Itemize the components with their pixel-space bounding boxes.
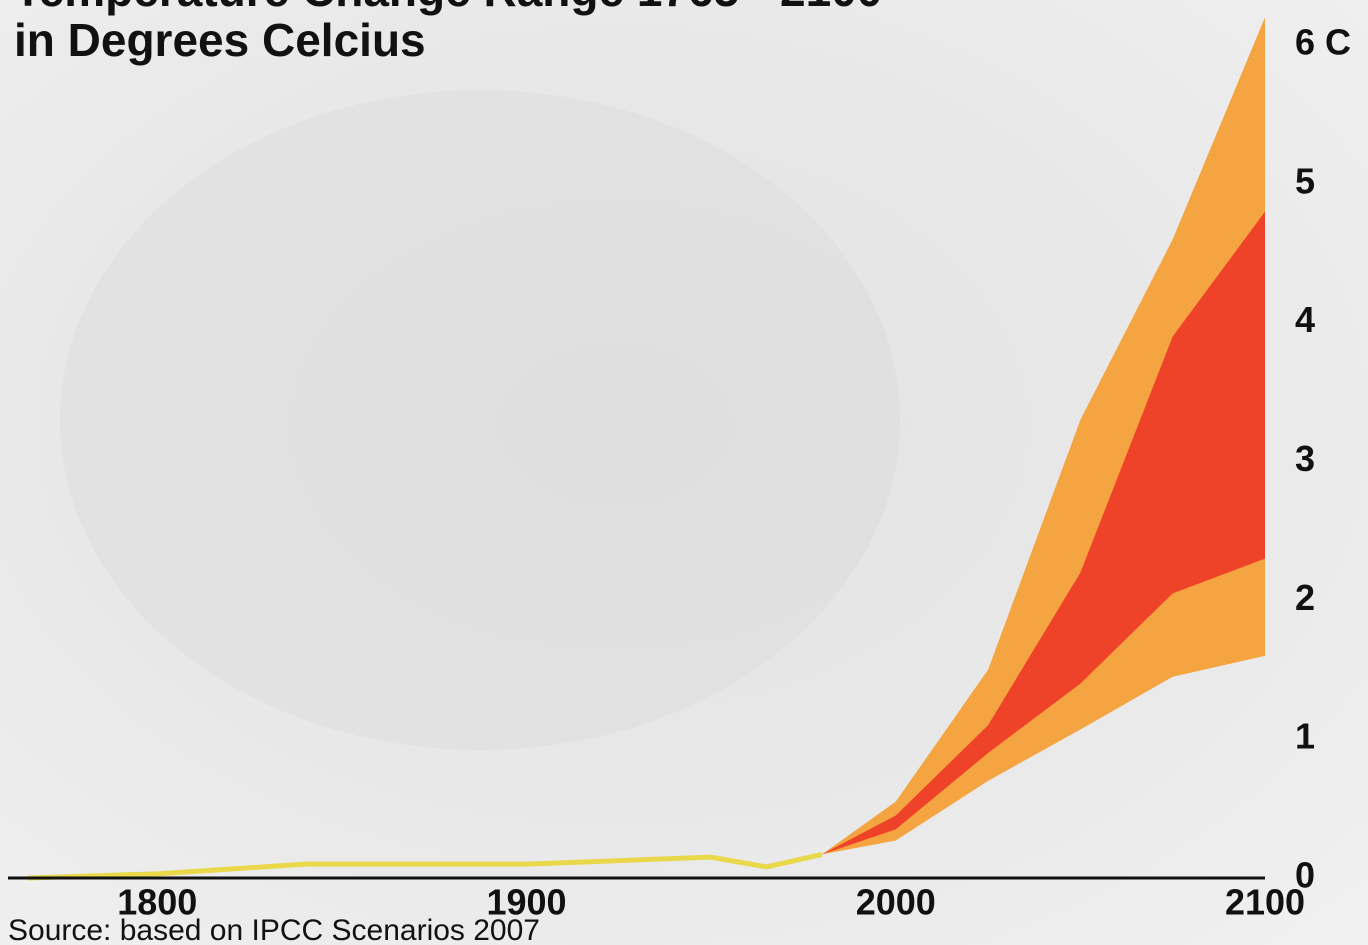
history-line	[27, 851, 823, 881]
y-tick-label: 6 C	[1295, 22, 1351, 63]
x-tick-label: 1800	[117, 882, 197, 923]
y-tick-label: 4	[1295, 299, 1315, 340]
x-tick-label: 1900	[486, 882, 566, 923]
x-tick-label: 2000	[856, 882, 936, 923]
y-tick-label: 0	[1295, 855, 1315, 896]
chart-title: Temperature Change Range 1765 - 2100	[14, 0, 882, 16]
y-tick-label: 1	[1295, 716, 1315, 757]
background-shape	[60, 90, 900, 750]
y-tick-label: 3	[1295, 438, 1315, 479]
y-tick-label: 2	[1295, 577, 1315, 618]
chart-subtitle: in Degrees Celcius	[14, 14, 426, 66]
range-band	[821, 17, 1265, 855]
y-tick-label: 5	[1295, 160, 1315, 201]
x-tick-label: 2100	[1225, 882, 1305, 923]
source-note: Source: based on IPCC Scenarios 2007	[8, 914, 540, 945]
range-band	[821, 211, 1265, 855]
